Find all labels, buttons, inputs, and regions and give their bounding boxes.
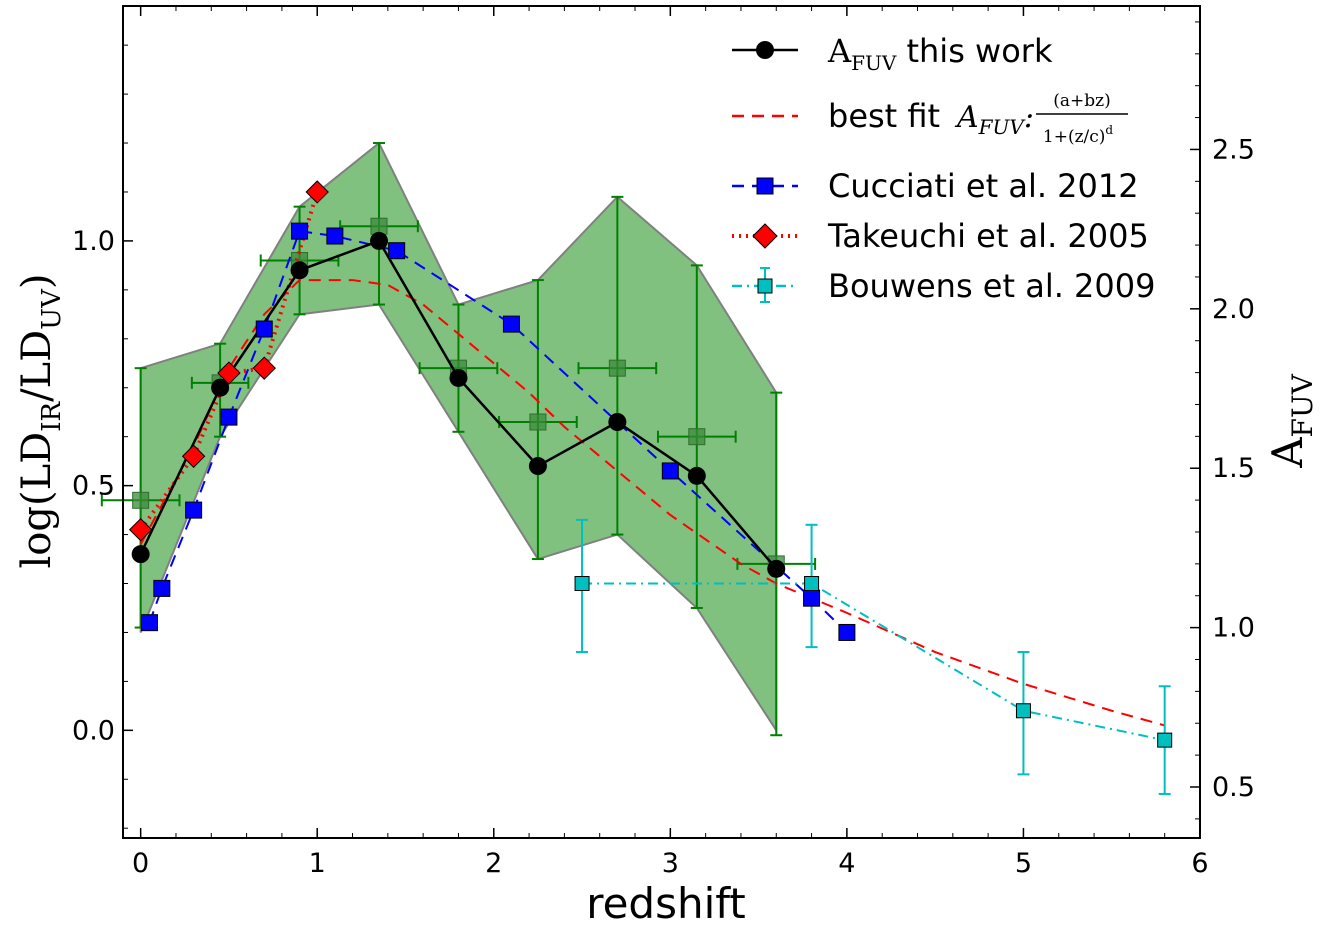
bouwens-point — [804, 576, 820, 592]
series-bouwens-line — [582, 582, 1165, 742]
plot-frame — [122, 5, 1201, 839]
bouwens-point — [574, 576, 590, 592]
svg-text:1+(z/c)d: 1+(z/c)d — [1043, 123, 1114, 147]
cucciati-point — [388, 242, 406, 260]
axes: 0 1 2 3 4 5 6 0.0 0.5 1.0 0.5 1.0 1.5 2.0 2.5 — [72, 6, 1255, 879]
takeuchi-point — [252, 356, 276, 380]
this-work-point — [449, 368, 468, 387]
x-tick-label: 5 — [1015, 848, 1032, 879]
bouwens-point — [1015, 703, 1031, 719]
this-work-point — [290, 261, 309, 280]
cucciati-point — [220, 408, 238, 426]
green-point — [529, 413, 547, 431]
cucciati-point — [803, 589, 821, 607]
svg-text:Cucciati et al. 2012: Cucciati et al. 2012 — [828, 167, 1139, 205]
this-work-point — [131, 545, 150, 564]
cucciati-point — [502, 315, 520, 333]
takeuchi-point — [128, 517, 153, 542]
bouwens-point — [1157, 732, 1173, 748]
legend-entry-this-work: AFUV this work — [732, 32, 1053, 75]
x-tick-label: 2 — [485, 848, 502, 879]
y-tick-label-left: 1.0 — [72, 226, 115, 257]
svg-text:log(LDIR/LDUV): log(LDIR/LDUV) — [14, 274, 67, 569]
svg-text:best fit: best fit — [828, 97, 940, 135]
y-axis-label-left: log(LDIR/LDUV) — [14, 274, 67, 569]
green-point — [608, 359, 626, 377]
cucciati-point — [153, 579, 171, 597]
cucciati-point — [140, 614, 158, 632]
takeuchi-point — [217, 361, 241, 385]
this-work-point — [528, 457, 547, 476]
plot-area — [100, 141, 1173, 795]
y-tick-label-right: 0.5 — [1212, 772, 1255, 803]
x-tick-label: 4 — [838, 848, 855, 879]
y-tick-label-right: 1.5 — [1212, 453, 1255, 484]
legend-entry-takeuchi: Takeuchi et al. 2005 — [732, 217, 1149, 255]
legend-entry-cucciati: Cucciati et al. 2012 — [732, 167, 1139, 205]
x-tick-label: 0 — [132, 848, 149, 879]
svg-text:Bouwens et al. 2009: Bouwens et al. 2009 — [828, 267, 1155, 305]
y-tick-label-left: 0.0 — [72, 715, 115, 746]
legend: AFUV this work best fit AFUV: (a+bz) 1+(… — [732, 32, 1155, 305]
cucciati-point — [838, 623, 856, 641]
green-point — [132, 491, 150, 509]
this-work-point — [687, 466, 706, 485]
series-cucciati-line — [148, 230, 848, 634]
y-tick-label-right: 2.0 — [1212, 294, 1255, 325]
this-work-point — [767, 559, 786, 578]
this-work-point — [608, 413, 627, 431]
x-tick-label: 3 — [662, 848, 679, 879]
y-axis-label-right: AFUV — [1263, 373, 1319, 468]
y-tick-label-right: 2.5 — [1212, 134, 1255, 165]
x-axis-label: redshift — [586, 879, 746, 925]
green-point — [370, 217, 388, 235]
svg-text:(a+bz): (a+bz) — [1053, 91, 1110, 111]
x-tick-label: 1 — [309, 848, 326, 879]
cucciati-point — [255, 320, 273, 338]
cucciati-point — [661, 462, 679, 480]
legend-entry-bouwens: Bouwens et al. 2009 — [732, 267, 1155, 305]
svg-text:Takeuchi et al. 2005: Takeuchi et al. 2005 — [827, 217, 1149, 255]
y-tick-label-right: 1.0 — [1212, 613, 1255, 644]
cucciati-point — [326, 227, 344, 245]
cucciati-point — [185, 501, 203, 519]
y-tick-label-left: 0.5 — [72, 471, 115, 502]
svg-text:AFUV:: AFUV: — [954, 100, 1034, 139]
svg-text:AFUV: AFUV — [1263, 373, 1319, 468]
cucciati-point — [291, 222, 309, 240]
svg-text:AFUV this work: AFUV this work — [827, 32, 1053, 75]
this-work-point — [370, 231, 389, 250]
legend-entry-best-fit: best fit AFUV: (a+bz) 1+(z/c)d — [732, 91, 1128, 147]
series-best-fit-line — [139, 279, 1165, 727]
x-tick-label: 6 — [1191, 848, 1208, 879]
takeuchi-point — [305, 180, 329, 204]
takeuchi-point — [181, 444, 206, 468]
this-work-point — [211, 378, 230, 397]
green-point — [688, 428, 706, 446]
